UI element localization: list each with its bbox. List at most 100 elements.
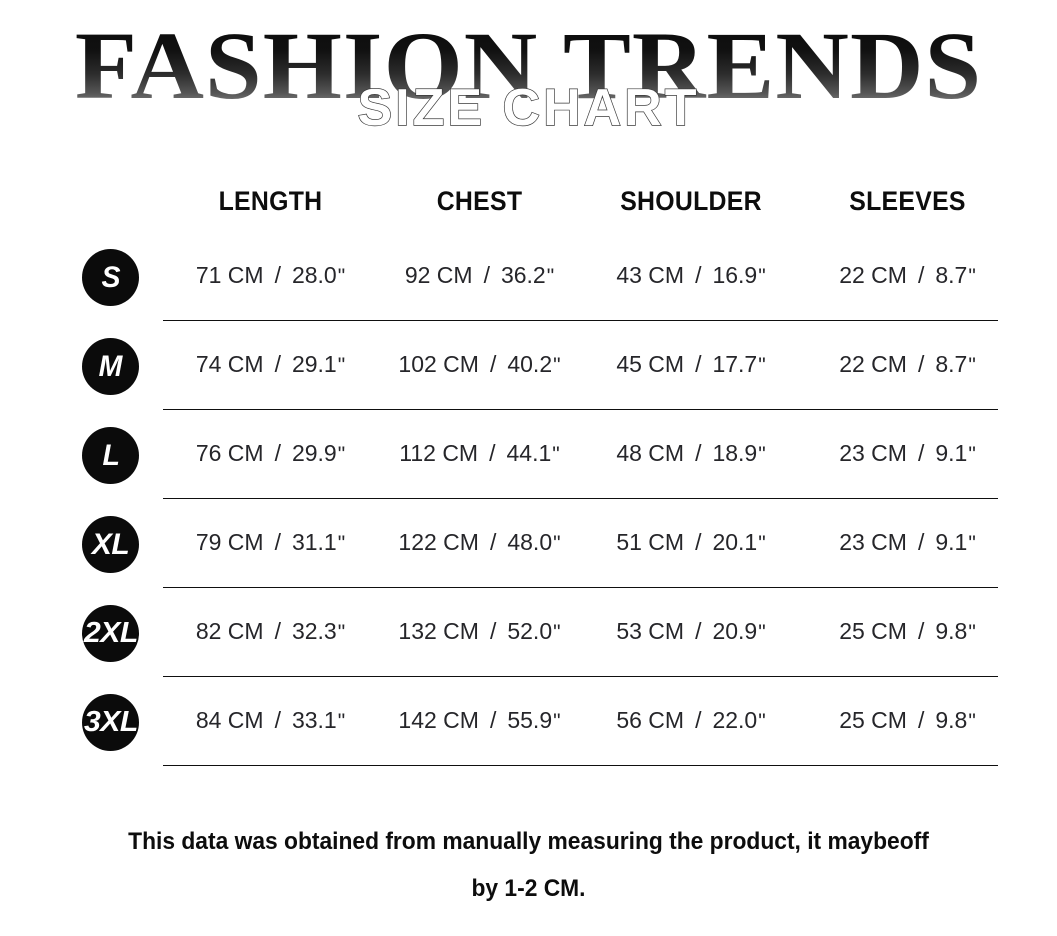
table-header-row: LENGTH CHEST SHOULDER SLEEVES	[0, 170, 1057, 232]
value-cm: 51 CM	[616, 529, 685, 555]
cell-shoulder: 43 CM / 16.9 "	[585, 260, 797, 292]
value-cm: 74 CM	[195, 351, 264, 377]
cell-sleeves: 22 CM / 8.7 "	[810, 349, 1005, 381]
value-inch-mark: "	[968, 710, 976, 733]
cell-chest: 112 CM / 44.1 "	[382, 438, 577, 470]
size-badge-m: M	[82, 338, 139, 395]
value-inch-mark: "	[758, 443, 766, 466]
cell-sleeves: 23 CM / 9.1 "	[810, 438, 1005, 470]
value-cm: 79 CM	[195, 529, 264, 555]
value-inch-mark: "	[337, 710, 346, 733]
table-row: 2XL 82 CM / 32.3 " 132 CM / 52.0 " 53 CM…	[0, 588, 1057, 677]
value-inch: 17.7	[712, 351, 758, 377]
value-inch-mark: "	[968, 265, 976, 288]
table-row: M 74 CM / 29.1 " 102 CM / 40.2 " 45 CM /…	[0, 321, 1057, 410]
value-inch: 9.8	[935, 618, 968, 644]
row-divider	[163, 320, 998, 321]
size-badge-2xl: 2XL	[82, 605, 139, 662]
value-cm: 71 CM	[195, 262, 264, 288]
value-inch: 9.1	[935, 529, 968, 555]
value-cm: 56 CM	[616, 707, 685, 733]
cell-chest: 132 CM / 52.0 "	[382, 616, 577, 648]
value-inch-mark: "	[337, 621, 346, 644]
value-separator: /	[695, 529, 702, 555]
page-title: FASHION TRENDS	[0, 18, 1057, 114]
value-separator: /	[489, 707, 497, 733]
table-row: L 76 CM / 29.9 " 112 CM / 44.1 " 48 CM /…	[0, 410, 1057, 499]
value-separator: /	[274, 618, 281, 644]
value-cm: 92 CM	[404, 262, 473, 288]
value-inch-mark: "	[968, 621, 976, 644]
value-separator: /	[917, 351, 925, 377]
value-cm: 25 CM	[839, 618, 907, 644]
table-row: XL 79 CM / 31.1 " 122 CM / 48.0 " 51 CM …	[0, 499, 1057, 588]
table-row: 3XL 84 CM / 33.1 " 142 CM / 55.9 " 56 CM…	[0, 677, 1057, 766]
value-cm: 142 CM	[398, 707, 479, 733]
cell-shoulder: 56 CM / 22.0 "	[585, 705, 797, 737]
size-badge-label: 2XL	[83, 617, 138, 649]
row-divider	[163, 587, 998, 588]
value-cm: 43 CM	[616, 262, 685, 288]
value-separator: /	[483, 262, 490, 288]
size-badge-s: S	[82, 249, 139, 306]
value-separator: /	[917, 440, 925, 466]
value-cm: 102 CM	[398, 351, 479, 377]
value-inch: 29.9	[291, 440, 337, 466]
cell-shoulder: 51 CM / 20.1 "	[585, 527, 797, 559]
cell-sleeves: 23 CM / 9.1 "	[810, 527, 1005, 559]
cell-sleeves: 22 CM / 8.7 "	[810, 260, 1005, 292]
value-inch-mark: "	[337, 354, 346, 377]
value-cm: 53 CM	[616, 618, 685, 644]
value-inch-mark: "	[546, 265, 555, 288]
value-cm: 82 CM	[195, 618, 264, 644]
value-separator: /	[489, 618, 497, 644]
value-inch-mark: "	[337, 443, 346, 466]
value-cm: 48 CM	[616, 440, 685, 466]
value-separator: /	[695, 351, 702, 377]
value-inch: 8.7	[935, 351, 968, 377]
value-inch-mark: "	[553, 532, 561, 555]
header-block: FASHION TRENDS SIZE CHART	[0, 0, 1057, 165]
value-separator: /	[917, 707, 925, 733]
cell-length: 79 CM / 31.1 "	[163, 527, 378, 559]
cell-sleeves: 25 CM / 9.8 "	[810, 705, 1005, 737]
value-inch: 18.9	[712, 440, 758, 466]
value-cm: 23 CM	[839, 440, 907, 466]
value-inch-mark: "	[758, 354, 766, 377]
value-inch: 31.1	[291, 529, 337, 555]
value-inch: 32.3	[291, 618, 337, 644]
value-cm: 132 CM	[398, 618, 479, 644]
value-inch-mark: "	[337, 532, 346, 555]
value-inch-mark: "	[553, 621, 561, 644]
value-separator: /	[695, 707, 702, 733]
value-inch-mark: "	[758, 621, 766, 644]
value-inch: 9.8	[935, 707, 968, 733]
value-separator: /	[917, 529, 925, 555]
value-separator: /	[695, 262, 702, 288]
value-inch: 36.2	[500, 262, 546, 288]
value-separator: /	[917, 262, 925, 288]
value-cm: 84 CM	[195, 707, 264, 733]
value-inch-mark: "	[552, 443, 560, 466]
disclaimer-line-2: by 1-2 CM.	[471, 875, 586, 902]
value-inch: 9.1	[935, 440, 968, 466]
value-cm: 22 CM	[839, 351, 907, 377]
size-badge-3xl: 3XL	[82, 694, 139, 751]
size-badge-label: XL	[91, 527, 130, 561]
value-separator: /	[274, 529, 281, 555]
value-separator: /	[695, 618, 702, 644]
column-header-length: LENGTH	[218, 186, 323, 216]
value-inch-mark: "	[968, 354, 976, 377]
value-inch-mark: "	[337, 265, 346, 288]
value-separator: /	[489, 440, 496, 466]
value-cm: 45 CM	[616, 351, 685, 377]
value-separator: /	[695, 440, 702, 466]
value-inch: 16.9	[712, 262, 758, 288]
size-badge-l: L	[82, 427, 139, 484]
value-cm: 112 CM	[399, 440, 479, 466]
value-inch-mark: "	[968, 532, 976, 555]
table-row: S 71 CM / 28.0 " 92 CM / 36.2 " 43 CM / …	[0, 232, 1057, 321]
measurement-disclaimer: This data was obtained from manually mea…	[26, 818, 1030, 912]
value-inch: 28.0	[291, 262, 337, 288]
value-separator: /	[489, 529, 497, 555]
